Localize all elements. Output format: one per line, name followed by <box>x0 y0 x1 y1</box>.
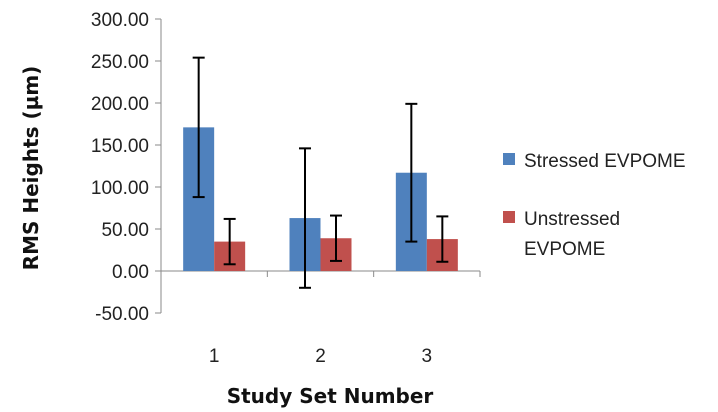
plot-area <box>160 19 481 313</box>
legend-label: EVPOME <box>524 239 605 260</box>
y-tick-label: 50.00 <box>101 220 149 241</box>
legend: Stressed EVPOME Unstressed EVPOME <box>503 151 686 260</box>
x-tick-label: 1 <box>209 346 220 367</box>
y-axis-title: RMS Heights (µm) <box>19 66 43 271</box>
y-tick-label: -50.00 <box>95 304 149 325</box>
x-tick-label: 3 <box>422 346 433 367</box>
y-axis-ticks: 300.00 250.00 200.00 150.00 100.00 50.00 0.00 -… <box>91 10 161 325</box>
y-tick-label: 300.00 <box>91 10 149 31</box>
y-tick-label: 250.00 <box>91 52 149 73</box>
y-tick-label: 0.00 <box>112 262 149 283</box>
x-axis-title: Study Set Number <box>227 384 434 408</box>
y-tick-label: 200.00 <box>91 94 149 115</box>
legend-swatch <box>503 211 515 223</box>
legend-label: Stressed EVPOME <box>524 151 686 172</box>
legend-swatch <box>503 153 515 165</box>
x-tick-label: 2 <box>315 346 326 367</box>
y-tick-label: 100.00 <box>91 178 149 199</box>
legend-label: Unstressed <box>524 209 620 230</box>
x-axis-ticks: 1 2 3 <box>209 346 432 367</box>
y-tick-label: 150.00 <box>91 136 149 157</box>
